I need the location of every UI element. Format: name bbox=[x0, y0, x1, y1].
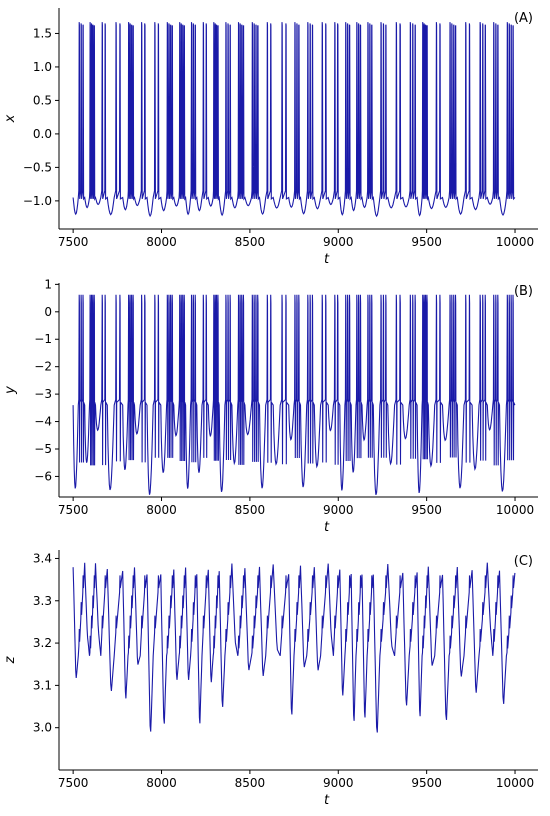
x-tick-label: 8500 bbox=[235, 503, 266, 517]
y-tick-label: −3 bbox=[34, 387, 52, 401]
y-tick: 1.0 bbox=[33, 60, 59, 74]
x-tick-label: 8000 bbox=[146, 503, 177, 517]
y-tick-label: 0.0 bbox=[33, 127, 52, 141]
y-tick-label: −1.0 bbox=[23, 194, 52, 208]
x-axis-label: t bbox=[324, 520, 330, 535]
y-tick: 1.5 bbox=[33, 26, 59, 40]
x-tick: 9500 bbox=[411, 497, 442, 517]
y-tick: 3.4 bbox=[33, 551, 59, 565]
panel-b: 7500 8000 8500 9000 9500 10000 −6 −5 −4 −3 −2 −1 0 1 t… bbox=[3, 277, 538, 535]
y-tick: 3.3 bbox=[33, 594, 59, 608]
y-tick: −0.5 bbox=[23, 160, 59, 174]
panel-label: (B) bbox=[514, 284, 533, 299]
y-tick-label: −1 bbox=[34, 332, 52, 346]
x-tick: 7500 bbox=[58, 770, 89, 790]
panel-label: (C) bbox=[514, 554, 533, 569]
y-tick-label: 1.5 bbox=[33, 26, 52, 40]
x-axis-label: t bbox=[324, 252, 330, 267]
x-tick-label: 9500 bbox=[411, 776, 442, 790]
x-tick-label: 9000 bbox=[323, 776, 354, 790]
y-tick: 3.1 bbox=[33, 678, 59, 692]
y-tick: 3.2 bbox=[33, 636, 59, 650]
y-tick: −6 bbox=[34, 469, 59, 483]
x-tick: 8000 bbox=[146, 229, 177, 249]
y-tick: 0 bbox=[44, 305, 59, 319]
y-tick-label: −0.5 bbox=[23, 160, 52, 174]
y-axis-label: y bbox=[3, 386, 18, 395]
x-tick-label: 10000 bbox=[496, 235, 534, 249]
y-tick-label: 1.0 bbox=[33, 60, 52, 74]
y-tick: −1.0 bbox=[23, 194, 59, 208]
series-line bbox=[72, 22, 516, 218]
x-tick-label: 8500 bbox=[235, 235, 266, 249]
x-tick: 8000 bbox=[146, 770, 177, 790]
x-axis-label: t bbox=[324, 793, 330, 808]
x-tick: 7500 bbox=[58, 497, 89, 517]
y-tick-label: 0 bbox=[44, 305, 52, 319]
x-tick-label: 8000 bbox=[146, 776, 177, 790]
y-tick: −2 bbox=[34, 360, 59, 374]
y-tick: −4 bbox=[34, 415, 59, 429]
y-tick-label: 1 bbox=[44, 277, 52, 291]
x-tick-label: 9000 bbox=[323, 235, 354, 249]
x-tick: 9000 bbox=[323, 497, 354, 517]
panel-a: 7500 8000 8500 9000 9500 10000 −1.0 −0.5 0.0 0.5 1… bbox=[3, 8, 538, 267]
y-axis-label: x bbox=[3, 114, 18, 123]
series-line bbox=[72, 562, 516, 733]
x-tick-label: 10000 bbox=[496, 503, 534, 517]
x-tick-label: 7500 bbox=[58, 235, 89, 249]
series-line bbox=[72, 294, 516, 495]
y-tick: −1 bbox=[34, 332, 59, 346]
x-tick: 9000 bbox=[323, 229, 354, 249]
y-tick-label: 3.2 bbox=[33, 636, 52, 650]
x-tick-label: 7500 bbox=[58, 776, 89, 790]
x-tick: 9000 bbox=[323, 770, 354, 790]
y-tick-label: −5 bbox=[34, 442, 52, 456]
x-tick: 8500 bbox=[235, 497, 266, 517]
x-tick-label: 9500 bbox=[411, 235, 442, 249]
y-tick: 0.5 bbox=[33, 93, 59, 107]
x-tick: 10000 bbox=[496, 229, 534, 249]
y-tick-label: 3.0 bbox=[33, 721, 52, 735]
x-tick: 10000 bbox=[496, 497, 534, 517]
y-tick-label: 3.1 bbox=[33, 678, 52, 692]
x-tick: 10000 bbox=[496, 770, 534, 790]
y-tick: 0.0 bbox=[33, 127, 59, 141]
y-tick: −5 bbox=[34, 442, 59, 456]
y-tick-label: 0.5 bbox=[33, 93, 52, 107]
y-axis-label: z bbox=[3, 655, 18, 664]
y-tick-label: 3.3 bbox=[33, 594, 52, 608]
x-tick: 8500 bbox=[235, 229, 266, 249]
x-tick: 9500 bbox=[411, 229, 442, 249]
panel-label: (A) bbox=[514, 11, 533, 26]
x-tick: 7500 bbox=[58, 229, 89, 249]
x-tick: 8500 bbox=[235, 770, 266, 790]
y-tick-label: −6 bbox=[34, 469, 52, 483]
x-tick: 8000 bbox=[146, 497, 177, 517]
y-tick-label: −4 bbox=[34, 415, 52, 429]
y-tick: −3 bbox=[34, 387, 59, 401]
y-tick: 1 bbox=[44, 277, 59, 291]
y-tick-label: −2 bbox=[34, 360, 52, 374]
y-tick: 3.0 bbox=[33, 721, 59, 735]
x-tick-label: 9000 bbox=[323, 503, 354, 517]
x-tick-label: 7500 bbox=[58, 503, 89, 517]
y-tick-label: 3.4 bbox=[33, 551, 52, 565]
x-tick-label: 8000 bbox=[146, 235, 177, 249]
x-tick-label: 9500 bbox=[411, 503, 442, 517]
x-tick-label: 8500 bbox=[235, 776, 266, 790]
x-tick-label: 10000 bbox=[496, 776, 534, 790]
panel-c: 7500 8000 8500 9000 9500 10000 3.0 3.1 3.2 3.3 3.4… bbox=[3, 550, 538, 808]
x-tick: 9500 bbox=[411, 770, 442, 790]
